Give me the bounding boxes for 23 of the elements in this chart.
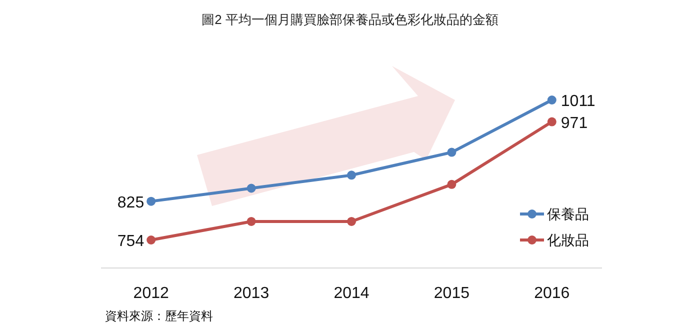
point [246, 216, 256, 226]
point [547, 117, 556, 126]
source-note: 資料來源：歷年資料 [105, 309, 213, 323]
legend-label: 化妝品 [547, 232, 589, 248]
x-tick-label: 2012 [133, 285, 169, 302]
point [347, 216, 356, 226]
point [347, 170, 356, 180]
x-tick-label: 2014 [334, 285, 370, 302]
chart-title: 圖2 平均一個月購買臉部保養品或色彩化妝品的金額 [202, 12, 498, 27]
legend-label: 保養品 [547, 206, 589, 222]
point [447, 180, 456, 189]
x-tick-label: 2015 [434, 285, 470, 302]
point [146, 236, 156, 244]
point [447, 148, 456, 157]
point [146, 196, 156, 206]
data-label: 1011 [560, 93, 596, 110]
point [246, 184, 256, 193]
x-tick-label: 2016 [534, 285, 570, 302]
data-label: 825 [117, 194, 144, 212]
data-label: 754 [117, 233, 144, 250]
x-tick-label: 2013 [234, 285, 270, 302]
data-label: 971 [560, 114, 588, 132]
point [547, 96, 556, 104]
